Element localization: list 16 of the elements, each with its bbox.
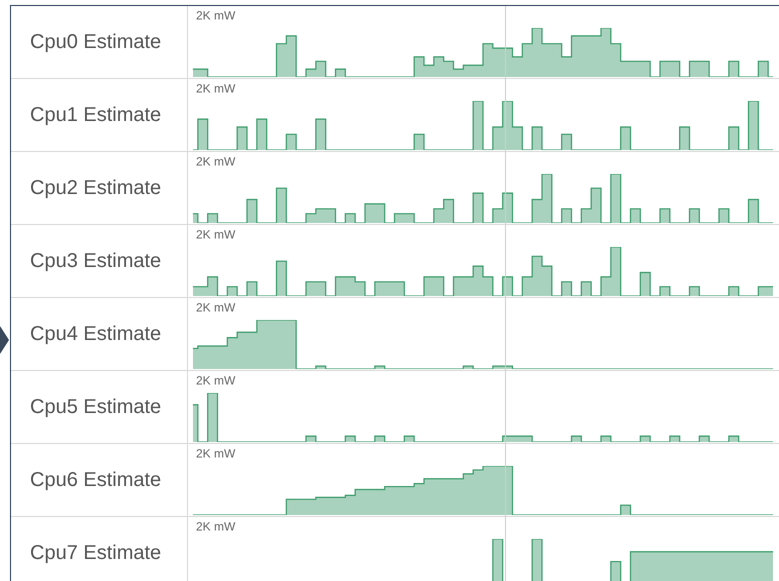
chart-title: Cpu5 Estimate bbox=[11, 371, 188, 443]
text: 2K mW bbox=[196, 8, 236, 22]
text: 2K mW bbox=[196, 300, 236, 314]
text: 2K mW bbox=[196, 519, 236, 534]
chart-title: Cpu4 Estimate bbox=[11, 298, 188, 370]
text: 2K mW bbox=[196, 154, 236, 168]
chart-title: Cpu7 Estimate bbox=[11, 517, 188, 581]
text: 2K mW bbox=[196, 81, 236, 96]
chart-title: Cpu6 Estimate bbox=[11, 444, 188, 516]
chart-title: Cpu2 Estimate bbox=[11, 152, 188, 224]
text: 2K mW bbox=[196, 446, 236, 460]
text: 2K mW bbox=[196, 227, 236, 242]
chart-title: Cpu0 Estimate bbox=[11, 6, 188, 78]
chart-title: Cpu1 Estimate bbox=[11, 79, 188, 151]
text: 2K mW bbox=[196, 373, 236, 388]
chart-title: Cpu3 Estimate bbox=[11, 225, 188, 297]
